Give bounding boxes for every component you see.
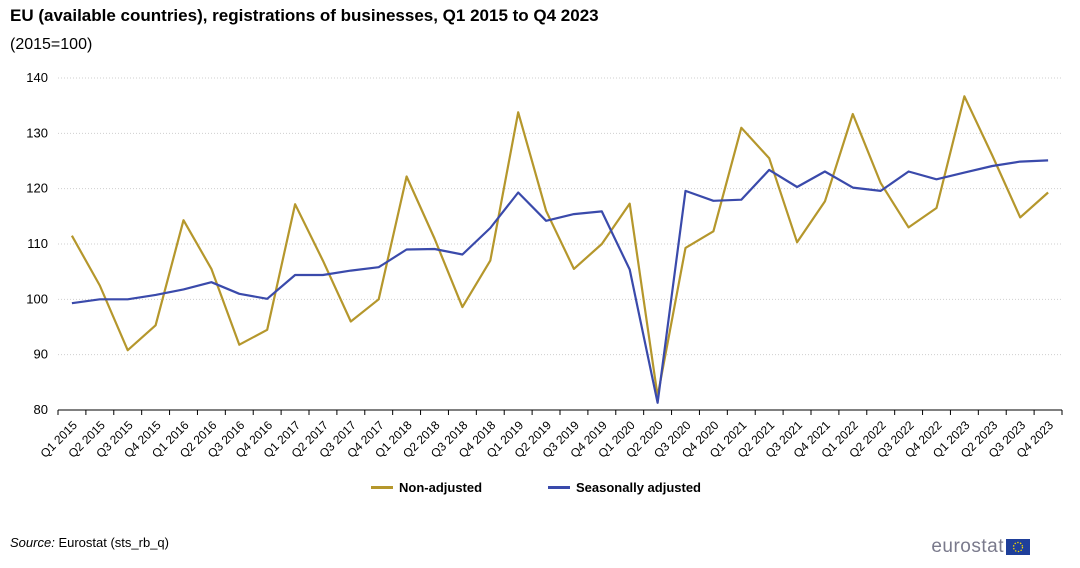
chart-title: EU (available countries), registrations … [10,6,599,25]
legend-item-non-adjusted: Non-adjusted [371,480,482,495]
y-tick-label: 130 [26,125,48,140]
series-line-seasonally-adjusted [71,159,1049,404]
eu-flag-icon [1006,539,1030,555]
chart-subtitle: (2015=100) [10,36,93,53]
source-label: Source: [10,535,55,550]
logo-text: eurostat [931,536,1004,557]
eurostat-logo: eurostat [931,536,1030,558]
legend: Non-adjusted Seasonally adjusted [0,480,1080,504]
y-tick-label: 100 [26,291,48,306]
series-lines [70,95,1049,404]
source-text: Eurostat (sts_rb_q) [58,535,169,550]
legend-swatch-non-adjusted [371,486,393,489]
y-axis: 80 90 100 110 120 130 140 [26,70,48,417]
y-tick-label: 80 [34,402,48,417]
legend-label-seasonally-adjusted: Seasonally adjusted [576,480,701,495]
y-tick-label: 120 [26,181,48,196]
legend-label-non-adjusted: Non-adjusted [399,480,483,495]
legend-swatch-seasonally-adjusted [548,486,570,489]
y-tick-label: 140 [26,70,48,85]
y-tick-label: 90 [34,347,48,362]
legend-item-seasonally-adjusted: Seasonally adjusted [548,480,701,495]
source-note: Source: Eurostat (sts_rb_q) [10,535,169,550]
series-line-non-adjusted [70,95,1049,398]
y-tick-label: 110 [27,236,48,251]
gridlines [58,77,1062,411]
